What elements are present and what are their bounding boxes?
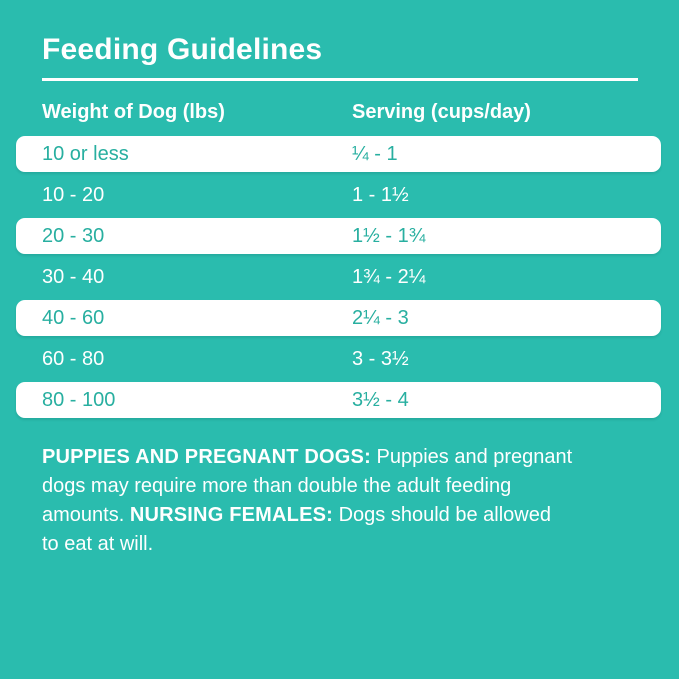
serving-cell: 1 - 1½: [352, 183, 409, 206]
footnote-text: Dogs should be allowed: [333, 504, 551, 526]
footnote-bold-nursing: NURSING FEMALES:: [129, 504, 334, 526]
weight-cell: 10 or less: [42, 142, 129, 165]
title-underline: [42, 78, 638, 81]
footnote-line: amounts. NURSING FEMALES: Dogs should be…: [42, 501, 642, 530]
footnote-line: to eat at will.: [42, 530, 642, 559]
table-row: 10 - 20 1 - 1½: [16, 177, 661, 213]
feeding-footnote: PUPPIES AND PREGNANT DOGS: Puppies and p…: [42, 443, 642, 559]
table-row: 20 - 30 1½ - 1¾: [16, 218, 661, 254]
column-header-serving: Serving (cups/day): [352, 101, 531, 123]
serving-cell: ¼ - 1: [352, 142, 398, 165]
weight-cell: 60 - 80: [42, 347, 105, 370]
footnote-text: to eat at will.: [42, 533, 154, 555]
serving-cell: 1¾ - 2¼: [352, 265, 426, 288]
footnote-text: Puppies and pregnant: [370, 446, 573, 468]
serving-cell: 1½ - 1¾: [352, 224, 426, 247]
serving-cell: 3 - 3½: [352, 347, 409, 370]
page-title: Feeding Guidelines: [42, 33, 323, 66]
table-row: 40 - 60 2¼ - 3: [16, 300, 661, 336]
weight-cell: 40 - 60: [42, 306, 105, 329]
table-row: 80 - 100 3½ - 4: [16, 382, 661, 418]
footnote-text: amounts.: [42, 504, 130, 526]
table-column-headers: Weight of Dog (lbs) Serving (cups/day): [0, 101, 679, 125]
table-row: 60 - 80 3 - 3½: [16, 341, 661, 377]
weight-cell: 10 - 20: [42, 183, 105, 206]
weight-cell: 20 - 30: [42, 224, 105, 247]
footnote-text: dogs may require more than double the ad…: [42, 475, 512, 497]
footnote-line: PUPPIES AND PREGNANT DOGS: Puppies and p…: [42, 443, 642, 472]
serving-cell: 3½ - 4: [352, 388, 409, 411]
column-header-weight: Weight of Dog (lbs): [42, 101, 225, 123]
serving-cell: 2¼ - 3: [352, 306, 409, 329]
footnote-bold-puppies: PUPPIES AND PREGNANT DOGS:: [42, 446, 371, 468]
footnote-line: dogs may require more than double the ad…: [42, 472, 642, 501]
feeding-table: 10 or less ¼ - 1 10 - 20 1 - 1½ 20 - 30 …: [16, 136, 661, 423]
weight-cell: 30 - 40: [42, 265, 105, 288]
table-row: 10 or less ¼ - 1: [16, 136, 661, 172]
weight-cell: 80 - 100: [42, 388, 116, 411]
table-row: 30 - 40 1¾ - 2¼: [16, 259, 661, 295]
